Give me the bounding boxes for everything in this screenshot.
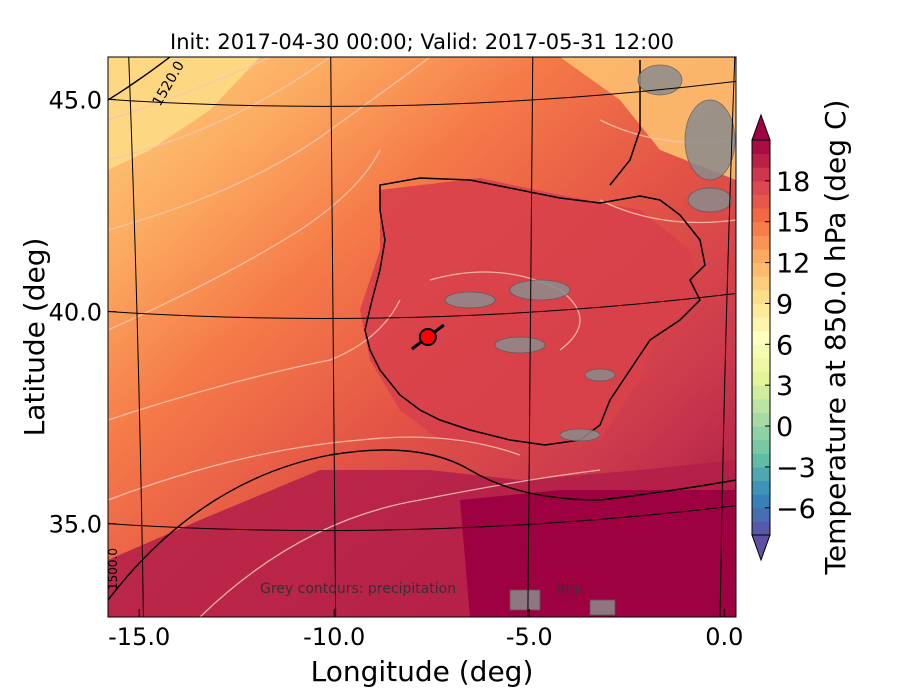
- precipitation-contours: [444, 64, 736, 616]
- colorbar-segment: [752, 153, 770, 168]
- colorbar-segment: [752, 262, 770, 277]
- colorbar-tick-label: 12: [776, 249, 810, 280]
- colorbar-tick-label: 18: [776, 167, 810, 198]
- colorbar-segment: [752, 194, 770, 209]
- colorbar-tick-label: 9: [776, 289, 793, 320]
- colorbar-segment: [752, 480, 770, 495]
- colorbar-segment: [752, 439, 770, 454]
- colorbar-segment: [752, 317, 770, 332]
- colorbar-tick-label: 3: [776, 371, 793, 402]
- colorbar-segment: [752, 248, 770, 264]
- chart-title: Init: 2017-04-30 00:00; Valid: 2017-05-3…: [170, 30, 674, 54]
- colorbar-segment: [752, 412, 770, 427]
- colorbar-segment: [752, 466, 770, 482]
- colorbar-segment: [752, 453, 770, 468]
- y-axis-label: Latitude (deg): [18, 238, 51, 437]
- plot-frame: [107, 56, 737, 618]
- warm-iberian-field: [360, 178, 700, 450]
- y-tick-label: 45.0: [49, 86, 102, 114]
- colorbar-segment: [752, 507, 770, 522]
- colorbar-tick-label: 0: [776, 412, 793, 443]
- parallel-line: [108, 505, 736, 532]
- colorbar-segment: [752, 208, 770, 223]
- station-marker-layer: [410, 323, 445, 351]
- colorbar-label: Temperature at 850.0 hPa (deg C): [819, 100, 852, 576]
- colorbar: −6 −3 0 3 6 9 12 15 18: [751, 113, 816, 562]
- colorbar-segment: [752, 180, 770, 195]
- colorbar-segment: [752, 385, 770, 400]
- x-axis-ticks: -15.0 -10.0 -5.0 0.0: [108, 609, 743, 651]
- colorbar-segment: [752, 276, 770, 291]
- meridian-line: [719, 57, 736, 617]
- cool-northwest-field: [108, 57, 260, 170]
- colorbar-segment: [752, 426, 770, 441]
- colorbar-segment: [752, 371, 770, 386]
- contour-label-1500: 1500.0: [106, 548, 120, 590]
- x-tick-label: -5.0: [506, 623, 553, 651]
- colorbar-segment: [752, 344, 770, 359]
- colorbar-segment: [752, 167, 770, 182]
- colorbar-extend-min: [751, 534, 771, 562]
- precipitation-annotation-unit: mm: [556, 581, 583, 597]
- colorbar-segment: [752, 289, 770, 304]
- x-axis-label: Longitude (deg): [311, 655, 534, 688]
- colorbar-tick-label: −3: [776, 453, 816, 484]
- colorbar-frame: [751, 139, 771, 536]
- colorbar-tick-label: −6: [776, 494, 816, 525]
- station-marker: [418, 328, 437, 346]
- coastlines: [364, 60, 736, 501]
- colorbar-tick-label: 15: [776, 208, 810, 239]
- map-plot-area: 1520.0 1500.0 Grey contours: precipitati…: [106, 57, 736, 617]
- colorbar-segment: [752, 494, 770, 509]
- colorbar-segment: [752, 330, 770, 345]
- x-tick-label: -10.0: [303, 623, 365, 651]
- y-axis-ticks: 35.0 40.0 45.0: [49, 86, 116, 539]
- geopotential-contours: [108, 57, 471, 601]
- x-tick-label: -15.0: [108, 623, 170, 651]
- y-tick-label: 40.0: [49, 299, 102, 327]
- colorbar-segment: [752, 521, 770, 536]
- colorbar-segment: [752, 221, 770, 236]
- colorbar-segment: [752, 398, 770, 413]
- parallel-line: [108, 80, 736, 107]
- colorbar-tick-label: 6: [776, 330, 793, 361]
- meridian-line: [128, 57, 144, 617]
- parallel-line: [108, 293, 736, 319]
- colorbar-extend-max: [751, 113, 771, 141]
- colorbar-segment: [752, 235, 770, 250]
- y-tick-label: 35.0: [49, 511, 102, 539]
- colorbar-segment: [752, 357, 770, 373]
- x-tick-label: 0.0: [705, 623, 743, 651]
- colorbar-segment: [752, 303, 770, 318]
- colorbar-segment: [752, 140, 770, 155]
- hottest-core: [460, 490, 736, 617]
- precipitation-annotation: Grey contours: precipitation: [260, 581, 456, 597]
